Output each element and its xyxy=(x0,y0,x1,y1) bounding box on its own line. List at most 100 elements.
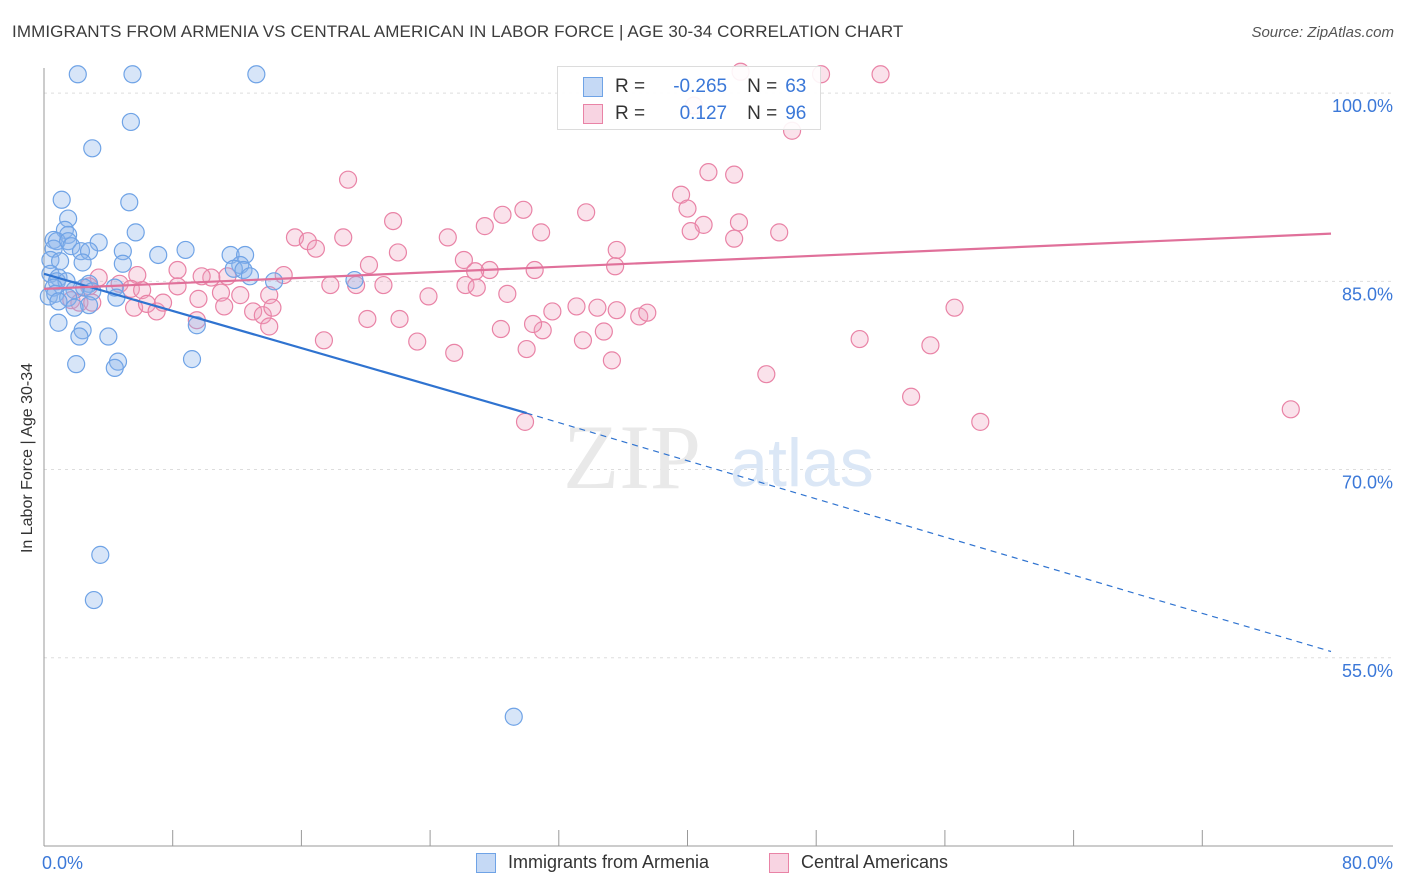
data-point xyxy=(525,260,544,280)
data-point xyxy=(176,240,195,260)
data-point xyxy=(41,250,60,270)
stats-swatch-pink xyxy=(583,104,603,124)
data-point xyxy=(902,387,921,406)
legend-swatch-pink xyxy=(769,852,789,873)
data-point xyxy=(467,278,486,297)
stats-r-label: R = xyxy=(615,76,646,97)
data-point xyxy=(921,336,940,355)
armenia-points xyxy=(39,65,523,726)
x-tick-label: 0.0% xyxy=(42,853,83,873)
stats-row-central-americans: R = 0.127 N = 96 xyxy=(558,101,806,127)
data-point xyxy=(182,350,202,369)
data-point xyxy=(456,275,475,295)
data-point xyxy=(314,331,334,350)
data-point xyxy=(699,163,718,182)
watermark-atlas: atlas xyxy=(730,425,874,501)
data-point xyxy=(725,165,744,184)
y-axis-label: In Labor Force | Age 30-34 xyxy=(19,362,36,554)
y-tick-label: 55.0% xyxy=(1342,661,1393,681)
data-point xyxy=(99,327,118,346)
data-point xyxy=(231,286,250,305)
data-point xyxy=(532,223,551,242)
bottom-legend: Immigrants from Armenia Central American… xyxy=(0,852,1406,876)
data-point xyxy=(263,298,282,317)
stats-legend: R = -0.265 N = 63 R = 0.127 N = 96 xyxy=(557,66,821,130)
y-tick-label: 85.0% xyxy=(1342,284,1393,304)
data-point xyxy=(729,213,749,232)
data-point xyxy=(107,288,126,307)
data-point xyxy=(192,267,211,286)
data-point xyxy=(187,316,206,335)
stats-n-label: N = xyxy=(747,103,778,124)
data-point xyxy=(345,270,364,290)
grid-lines xyxy=(44,92,1393,659)
data-point xyxy=(945,298,964,317)
stats-n-value: 96 xyxy=(785,103,807,124)
data-point xyxy=(49,292,68,311)
data-point xyxy=(588,298,607,317)
data-point xyxy=(374,275,393,295)
data-point xyxy=(383,211,403,231)
data-point xyxy=(681,222,700,241)
data-point xyxy=(91,545,110,564)
data-point xyxy=(79,242,99,261)
source-note: Source: ZipAtlas.com xyxy=(1251,24,1394,41)
data-point xyxy=(390,309,409,329)
data-point xyxy=(607,240,626,260)
data-point xyxy=(59,288,78,307)
data-point xyxy=(84,590,103,610)
x-tick-label: 80.0% xyxy=(1342,853,1393,873)
data-point xyxy=(260,317,279,336)
data-point xyxy=(52,190,71,209)
data-point xyxy=(264,272,284,291)
data-point xyxy=(493,205,512,224)
data-point xyxy=(971,412,990,431)
data-point xyxy=(504,707,523,726)
legend-item-central-americans[interactable]: Central Americans xyxy=(769,852,948,873)
data-point xyxy=(338,170,358,189)
data-point xyxy=(240,267,260,286)
data-point xyxy=(607,301,626,320)
data-point xyxy=(523,314,543,334)
data-point xyxy=(168,260,187,280)
data-point xyxy=(68,65,87,84)
data-point xyxy=(850,329,869,349)
data-point xyxy=(438,228,457,247)
data-point xyxy=(594,322,613,341)
armenia-trend-line xyxy=(43,272,527,415)
data-point xyxy=(126,223,145,242)
data-point xyxy=(577,203,596,222)
data-point xyxy=(445,343,464,362)
data-point xyxy=(65,298,84,317)
data-point xyxy=(235,245,255,265)
data-point xyxy=(359,255,379,275)
data-point xyxy=(67,355,86,374)
stats-r-value: -0.265 xyxy=(673,76,728,97)
data-point xyxy=(121,112,140,132)
data-point xyxy=(73,253,92,272)
data-point xyxy=(517,339,536,359)
data-point xyxy=(533,321,552,340)
data-point xyxy=(79,296,99,315)
legend-swatch-blue xyxy=(476,852,496,873)
stats-n-label: N = xyxy=(747,76,778,97)
data-point xyxy=(306,239,325,258)
data-point xyxy=(211,283,231,302)
data-point xyxy=(247,65,266,84)
data-point xyxy=(573,331,593,350)
tick-labels: 100.0% 85.0% 70.0% 55.0% 0.0% 80.0% xyxy=(42,96,1393,873)
data-point xyxy=(189,289,208,308)
data-point xyxy=(770,223,789,242)
data-point xyxy=(215,297,234,316)
stats-row-armenia: R = -0.265 N = 63 xyxy=(558,74,806,100)
legend-item-armenia[interactable]: Immigrants from Armenia xyxy=(476,852,709,873)
data-point xyxy=(567,297,586,316)
data-point xyxy=(105,358,124,378)
data-point xyxy=(388,243,408,262)
data-point xyxy=(334,228,353,247)
data-point xyxy=(253,306,272,325)
data-point xyxy=(1281,400,1300,419)
data-point xyxy=(475,217,494,236)
data-point xyxy=(408,332,427,351)
data-point xyxy=(120,193,139,212)
